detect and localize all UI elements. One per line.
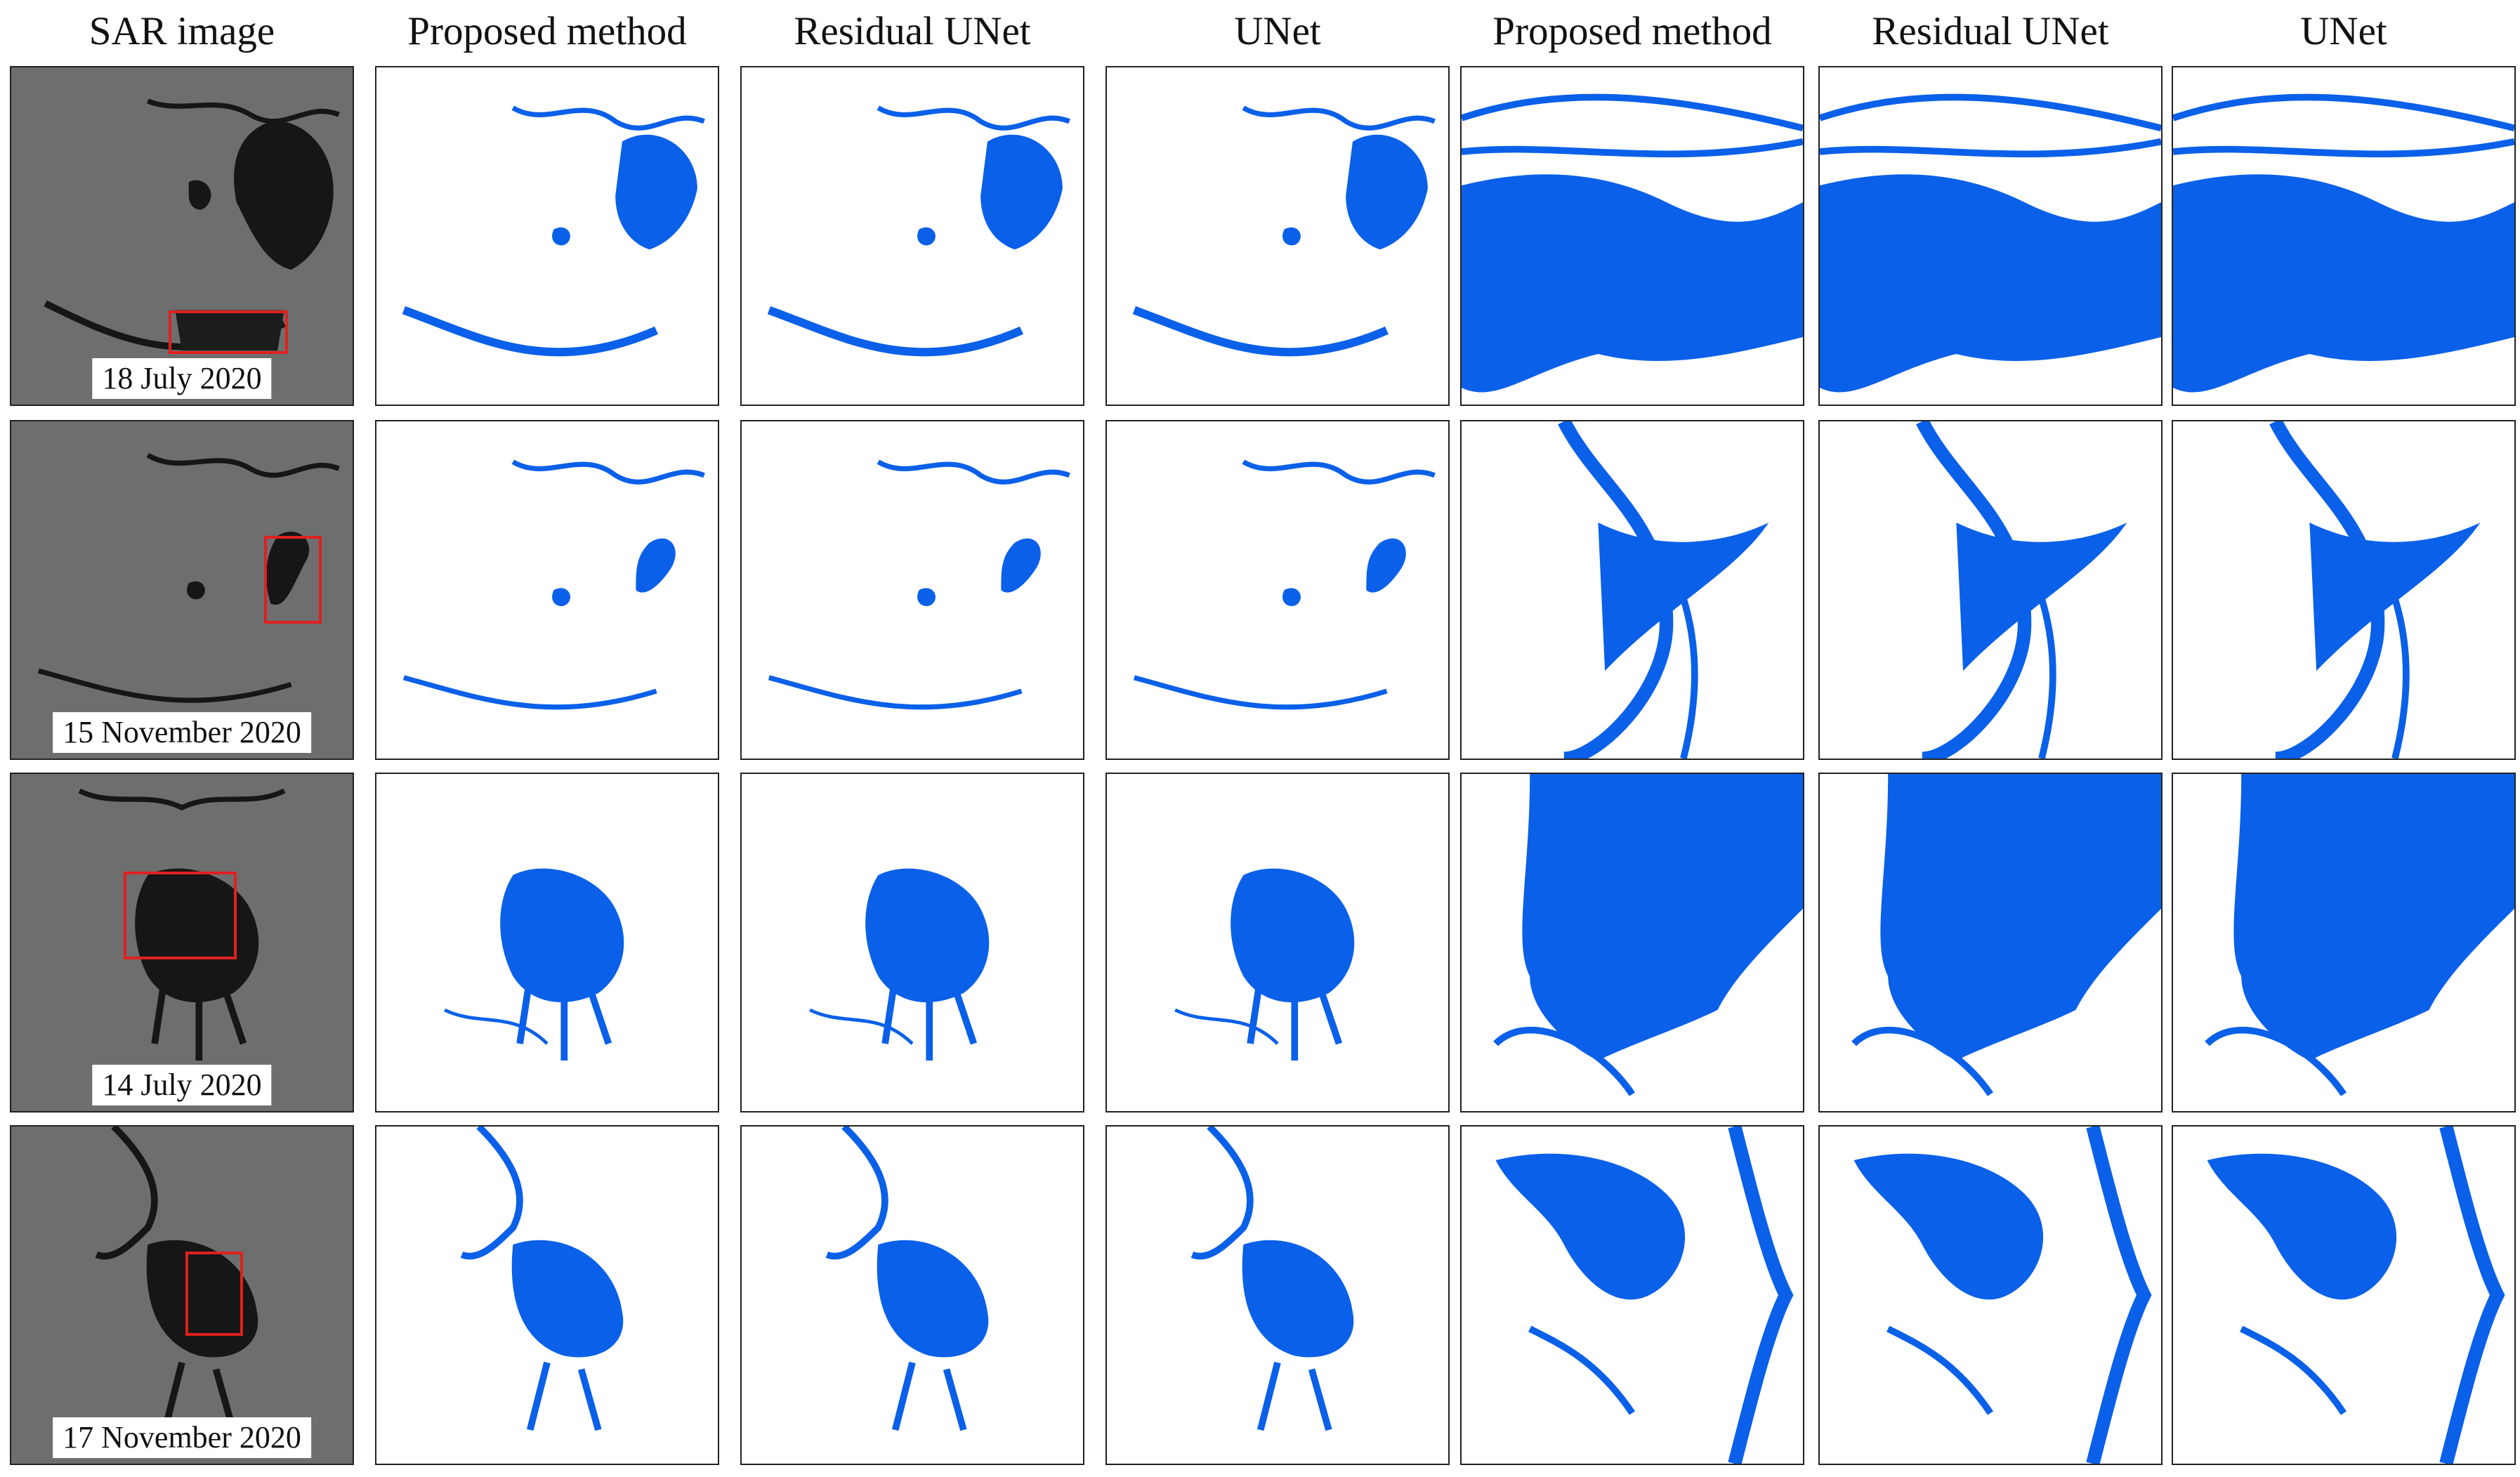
- zoom-panel: [1818, 1125, 2163, 1465]
- column-header-sar-image: SAR image: [88, 8, 275, 53]
- zoom-panel: [1460, 66, 1804, 406]
- region-of-interest-box: [124, 872, 237, 959]
- column-header-proposed-method-zoom: Proposed method: [1492, 8, 1772, 53]
- zoom-panel: [1460, 1125, 1804, 1465]
- region-of-interest-box: [263, 536, 322, 624]
- zoom-panel: [2172, 773, 2516, 1112]
- prediction-panel: [740, 773, 1084, 1112]
- prediction-panel: [1105, 773, 1450, 1112]
- sar-image-panel: 17 November 2020: [10, 1125, 354, 1465]
- date-label: 14 July 2020: [92, 1065, 272, 1105]
- date-label: 18 July 2020: [92, 358, 272, 399]
- zoom-panel: [2172, 420, 2516, 760]
- sar-image-panel: 14 July 2020: [10, 773, 354, 1112]
- date-label: 17 November 2020: [53, 1417, 311, 1458]
- column-header-unet: UNet: [1234, 8, 1321, 53]
- zoom-panel: [1818, 773, 2163, 1112]
- column-header-proposed-method: Proposed method: [407, 8, 687, 53]
- column-header-residual-unet-zoom: Residual UNet: [1872, 8, 2109, 53]
- zoom-panel: [2172, 66, 2516, 406]
- zoom-panel: [1460, 420, 1804, 760]
- prediction-panel: [740, 420, 1084, 760]
- prediction-panel: [1105, 1125, 1450, 1465]
- prediction-panel: [375, 773, 719, 1112]
- zoom-panel: [1818, 420, 2163, 760]
- zoom-panel: [1818, 66, 2163, 406]
- prediction-panel: [375, 420, 719, 760]
- prediction-panel: [375, 1125, 719, 1465]
- prediction-panel: [1105, 66, 1450, 406]
- column-header-unet-zoom: UNet: [2300, 8, 2387, 53]
- prediction-panel: [740, 66, 1084, 406]
- zoom-panel: [2172, 1125, 2516, 1465]
- sar-image-panel: 15 November 2020: [10, 420, 354, 760]
- region-of-interest-box: [168, 310, 288, 354]
- sar-image-panel: 18 July 2020: [10, 66, 354, 406]
- zoom-panel: [1460, 773, 1804, 1112]
- prediction-panel: [1105, 420, 1450, 760]
- prediction-panel: [740, 1125, 1084, 1465]
- region-of-interest-box: [185, 1251, 244, 1336]
- column-header-residual-unet: Residual UNet: [794, 8, 1031, 53]
- prediction-panel: [375, 66, 719, 406]
- date-label: 15 November 2020: [53, 712, 311, 753]
